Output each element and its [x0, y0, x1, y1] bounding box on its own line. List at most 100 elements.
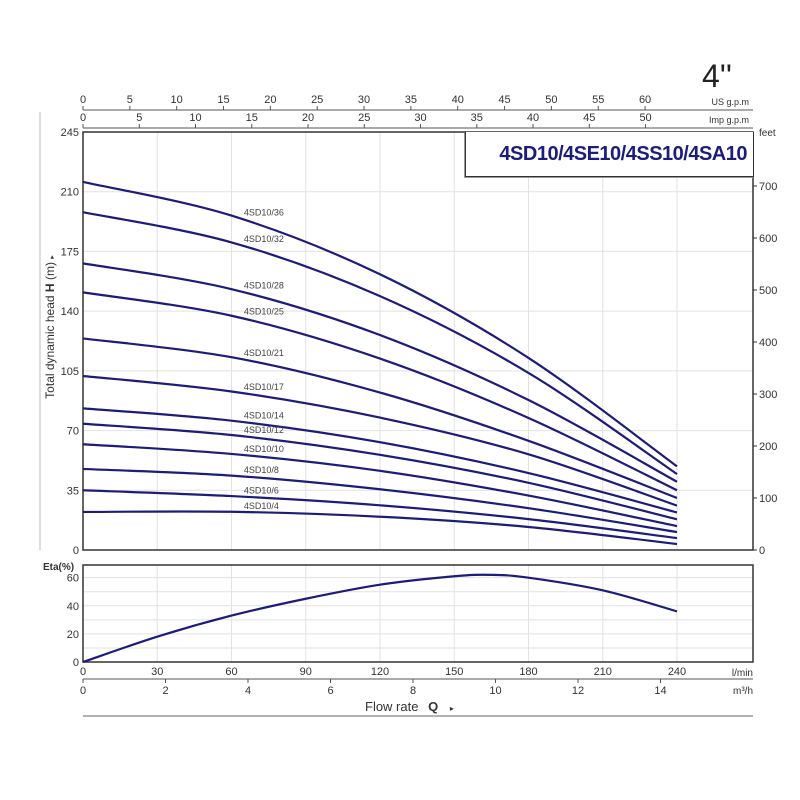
curve-label: 4SD10/8	[244, 465, 279, 475]
y2-tick-label: 600	[759, 233, 777, 245]
y-axis-label-symbol: H	[43, 283, 57, 293]
y2-tick-label: 700	[759, 181, 777, 193]
top-axis-tick-label: 20	[302, 112, 314, 124]
size-label: 4''	[702, 58, 733, 94]
head-curve-4SD10-12	[82, 422, 678, 521]
y2-axis-unit-label: feet	[759, 128, 776, 139]
curve-label: 4SD10/25	[244, 307, 284, 317]
top-axis-tick-label: 35	[471, 112, 483, 124]
x-axis-label: Flow rate Q ▸	[365, 699, 454, 714]
top-axis-tick-label: 40	[527, 112, 539, 124]
y2-tick-label: 200	[759, 441, 777, 453]
eta-x-tick-label: 60	[225, 666, 237, 678]
curve-label: 4SD10/32	[244, 234, 284, 244]
top-axis-tick-label: 45	[583, 112, 595, 124]
x-axis-label-symbol: Q	[428, 699, 439, 714]
eta-y-tick-label: 20	[67, 629, 79, 641]
eta-x-tick-label: 90	[300, 666, 312, 678]
curve-label: 4SD10/14	[244, 411, 284, 421]
y-tick-label: 210	[61, 187, 79, 199]
m3h-tick-label: 4	[245, 685, 251, 697]
m3h-tick-label: 0	[80, 685, 86, 697]
top-axis-tick-label: 5	[127, 94, 133, 106]
eta-plot-frame	[82, 564, 754, 663]
eta-axis-label: Eta(%)	[43, 562, 74, 573]
y2-tick-label: 400	[759, 337, 777, 349]
eta-x-tick-label: 150	[445, 666, 463, 678]
top-axis-tick-label: 50	[545, 94, 557, 106]
y2-tick-label: 100	[759, 493, 777, 505]
top-axis-tick-label: 25	[311, 94, 323, 106]
m3h-tick-label: 14	[654, 685, 666, 697]
top-axis-unit-label: US g.p.m	[711, 97, 749, 107]
top-axis-tick-label: 10	[171, 94, 183, 106]
head-curve-4SD10-32	[82, 211, 678, 475]
m3h-tick-label: 10	[489, 685, 501, 697]
m3h-tick-label: 2	[162, 685, 168, 697]
top-axis-tick-label: 0	[80, 94, 86, 106]
top-axis-tick-label: 45	[498, 94, 510, 106]
y-tick-label: 105	[61, 366, 79, 378]
eta-x-tick-label: 0	[80, 666, 86, 678]
main-plot-frame	[82, 131, 754, 551]
y-tick-label: 35	[67, 485, 79, 497]
top-axis-tick-label: 15	[217, 94, 229, 106]
top-axis-tick-label: 55	[592, 94, 604, 106]
top-axis-tick-label: 25	[358, 112, 370, 124]
top-axis-tick-label: 60	[639, 94, 651, 106]
curve-label: 4SD10/4	[244, 501, 279, 511]
x-axis-unit-m3h: m³/h	[733, 686, 753, 697]
top-axis-tick-label: 30	[358, 94, 370, 106]
y-tick-label: 140	[61, 306, 79, 318]
y-axis-label-unit: (m)	[43, 262, 57, 281]
eta-x-tick-label: 210	[594, 666, 612, 678]
head-curve-4SD10-6	[82, 489, 678, 540]
top-axis-tick-label: 10	[189, 112, 201, 124]
curve-label: 4SD10/12	[244, 425, 284, 435]
eta-y-tick-label: 60	[67, 573, 79, 585]
y-tick-label: 70	[67, 426, 79, 438]
y-tick-label: 0	[73, 545, 79, 557]
curve-label: 4SD10/28	[244, 280, 284, 290]
curve-label: 4SD10/6	[244, 486, 279, 496]
y2-tick-label: 300	[759, 389, 777, 401]
top-axis-unit-label: Imp g.p.m	[709, 115, 749, 125]
eta-y-tick-label: 0	[73, 657, 79, 669]
eta-x-tick-label: 120	[371, 666, 389, 678]
eta-x-tick-label: 180	[519, 666, 537, 678]
top-axis-tick-label: 15	[246, 112, 258, 124]
head-curve-4SD10-8	[82, 467, 678, 534]
m3h-tick-label: 8	[410, 685, 416, 697]
head-curve-4SD10-14	[82, 407, 678, 514]
head-curve-4SD10-36	[82, 180, 678, 468]
eta-x-tick-label: 240	[668, 666, 686, 678]
x-axis-label-text: Flow rate	[365, 699, 419, 714]
top-axis-tick-label: 30	[414, 112, 426, 124]
m3h-tick-label: 6	[327, 685, 333, 697]
top-axis-tick-label: 5	[136, 112, 142, 124]
y-tick-label: 175	[61, 246, 79, 258]
head-curve-4SD10-4	[82, 510, 678, 546]
eta-x-tick-label: 30	[151, 666, 163, 678]
x-axis-unit-lmin: l/min	[732, 668, 753, 679]
top-axis-tick-label: 40	[452, 94, 464, 106]
top-axis-tick-label: 50	[639, 112, 651, 124]
top-axis-tick-label: 0	[80, 112, 86, 124]
y-axis-label-text: Total dynamic head	[43, 295, 57, 399]
curve-label: 4SD10/17	[244, 382, 284, 392]
y2-tick-label: 500	[759, 285, 777, 297]
head-curve-4SD10-28	[82, 262, 678, 483]
top-axis-tick-label: 35	[405, 94, 417, 106]
y-tick-label: 245	[61, 127, 79, 139]
head-curve-4SD10-25	[82, 291, 678, 492]
m3h-tick-label: 12	[572, 685, 584, 697]
chart-title-box: 4SD10/4SE10/4SS10/4SA10	[465, 132, 754, 177]
curve-label: 4SD10/10	[244, 444, 284, 454]
chart-title: 4SD10/4SE10/4SS10/4SA10	[499, 143, 747, 165]
curve-label: 4SD10/21	[244, 348, 284, 358]
top-axis-tick-label: 20	[264, 94, 276, 106]
y-axis-label: Total dynamic head H (m) ▸	[43, 255, 57, 399]
efficiency-curve	[82, 573, 678, 664]
eta-y-tick-label: 40	[67, 601, 79, 613]
